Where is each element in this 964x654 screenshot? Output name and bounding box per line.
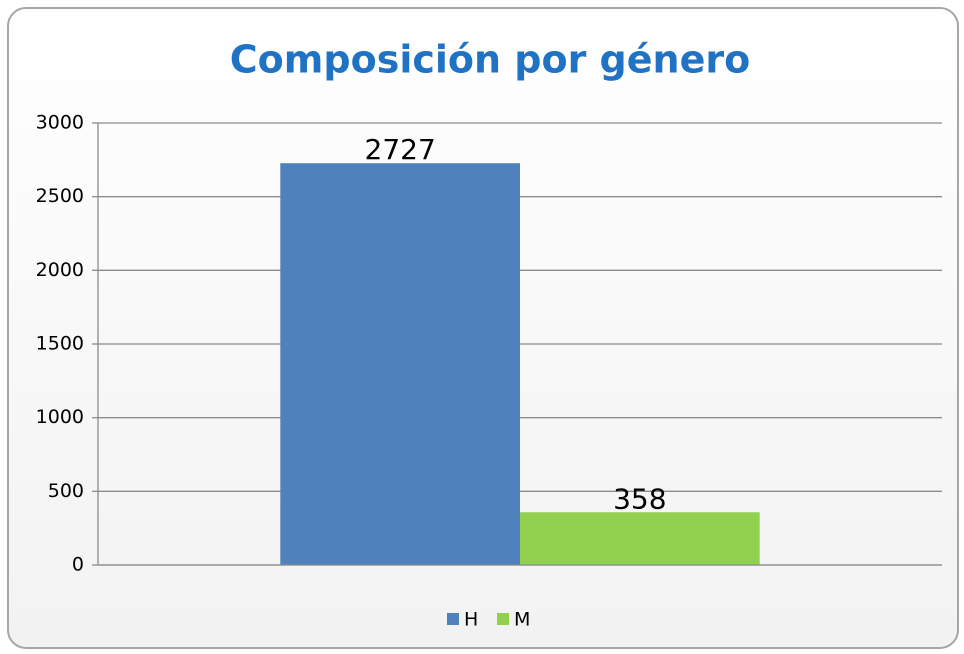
y-tick-label: 2500: [36, 185, 84, 207]
y-tick-label: 3000: [36, 112, 84, 134]
legend-swatch: [497, 613, 509, 625]
y-tick-label: 1500: [36, 333, 84, 355]
y-tick-label: 1000: [36, 406, 84, 428]
chart-title: Composición por género: [230, 38, 750, 82]
y-tick-label: 2000: [36, 259, 84, 281]
y-tick-label: 500: [48, 480, 84, 502]
legend-label: M: [514, 609, 530, 631]
bar: [280, 163, 520, 566]
data-label: 2727: [365, 133, 436, 166]
legend-swatch: [447, 613, 459, 625]
bar: [520, 512, 760, 565]
y-tick-label: 0: [72, 554, 84, 576]
legend-label: H: [464, 609, 478, 631]
data-label: 358: [613, 482, 666, 515]
